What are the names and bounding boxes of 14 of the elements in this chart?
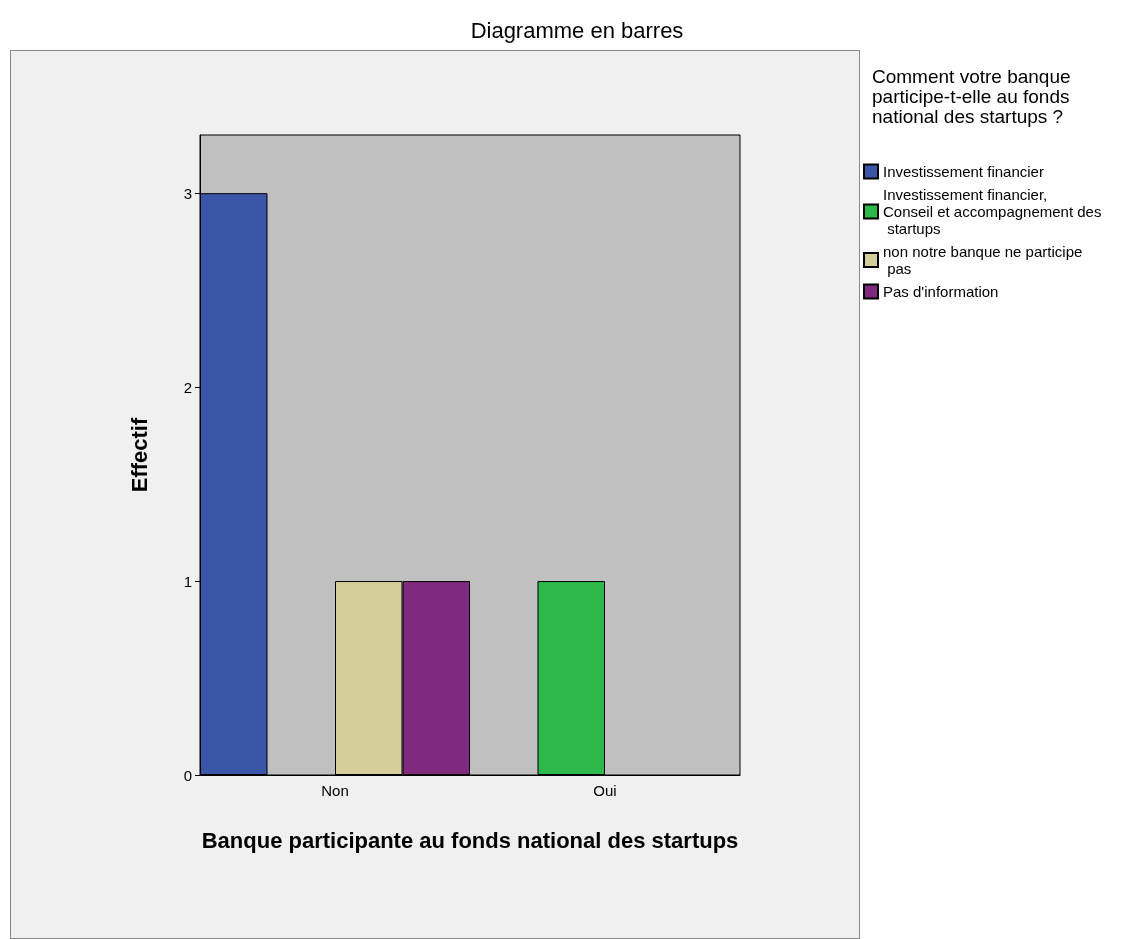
y-tick-label: 0 bbox=[183, 766, 192, 784]
x-axis-title: Banque participante au fonds national des startups bbox=[201, 827, 739, 853]
y-tick-label: 2 bbox=[183, 378, 192, 396]
y-tick-label: 1 bbox=[183, 572, 192, 590]
y-tick-label: 3 bbox=[183, 184, 192, 202]
legend-title: Comment votre banque participe-t-elle au fonds national des startups ? bbox=[872, 65, 1076, 127]
x-tick-label: Non bbox=[321, 782, 349, 799]
legend-label: Investissement financier, Conseil et accompagnement des startups bbox=[883, 186, 1102, 237]
x-tick-label: Oui bbox=[593, 782, 617, 799]
legend-label: non notre banque ne participe pas bbox=[883, 243, 1083, 277]
y-axis-title: Effectif bbox=[126, 417, 152, 493]
legend-label: Investissement financier bbox=[883, 163, 1044, 180]
chart-title: Diagramme en barres bbox=[470, 17, 684, 43]
legend-label: Pas d'information bbox=[883, 283, 999, 300]
